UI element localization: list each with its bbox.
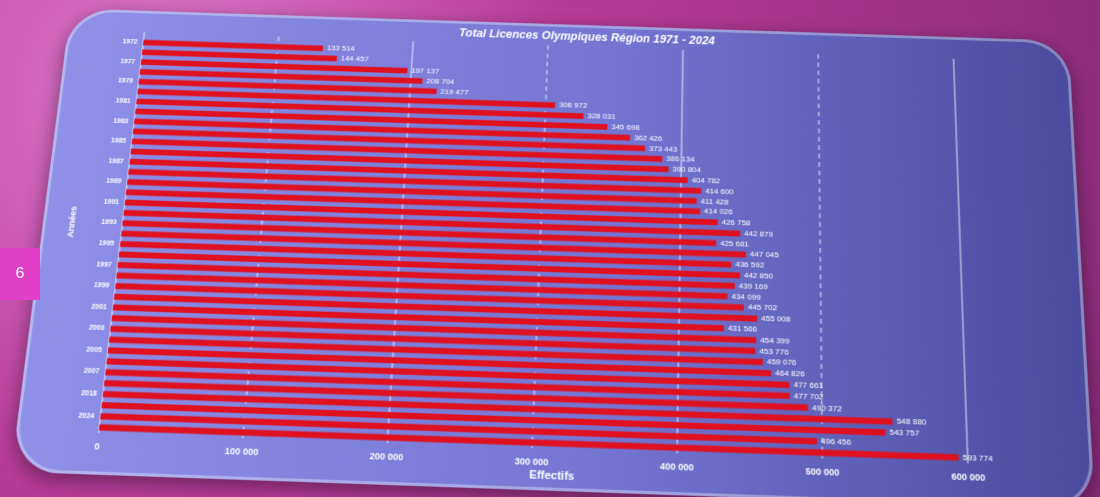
- bar: [142, 50, 337, 62]
- y-tick-label: 1983: [113, 118, 129, 125]
- data-label: 373 443: [649, 144, 677, 154]
- y-tick-label: 1995: [98, 240, 115, 248]
- y-tick-label: 1997: [96, 261, 113, 269]
- y-tick-label: 1985: [110, 138, 126, 145]
- data-label: 345 698: [611, 122, 639, 132]
- data-label: 543 757: [889, 427, 919, 438]
- data-label: 442 879: [744, 229, 773, 239]
- x-tick-label: 0: [94, 441, 101, 452]
- data-label: 593 774: [963, 452, 994, 463]
- y-tick-label: 1979: [117, 78, 133, 85]
- data-label: 548 880: [897, 417, 927, 428]
- data-label: 404 782: [692, 176, 721, 186]
- y-tick-label: 1989: [106, 178, 122, 185]
- x-tick-label: 600 000: [951, 471, 985, 483]
- y-tick-label: 1977: [120, 58, 136, 65]
- page-number: 6: [0, 248, 40, 300]
- chart-title: Total Licences Olympiques Région 1971 - …: [459, 27, 716, 47]
- y-tick-label: 2001: [91, 303, 108, 311]
- data-label: 459 076: [767, 357, 796, 367]
- x-axis-label: Effectifs: [529, 469, 575, 484]
- data-label: 426 758: [722, 218, 751, 228]
- x-tick-label: 100 000: [224, 446, 259, 458]
- data-label: 447 045: [750, 250, 779, 260]
- data-label: 197 137: [411, 66, 439, 75]
- data-label: 328 031: [587, 112, 615, 122]
- y-tick-label: 2003: [88, 325, 105, 333]
- y-tick-label: 1981: [115, 98, 131, 105]
- y-axis-label: Années: [65, 206, 79, 238]
- data-label: 390 804: [672, 165, 701, 175]
- y-tick-label: 2018: [80, 390, 97, 398]
- data-label: 455 008: [761, 314, 790, 324]
- y-tick-label: 2024: [78, 412, 95, 420]
- y-tick-label: 1993: [101, 219, 117, 226]
- chart: Total Licences Olympiques Région 1971 - …: [11, 8, 1095, 497]
- data-label: 477 702: [794, 391, 824, 402]
- data-label: 386 134: [666, 154, 695, 164]
- data-label: 414 600: [705, 186, 734, 196]
- data-label: 306 972: [559, 101, 587, 110]
- data-label: 414 026: [704, 207, 733, 217]
- data-label: 454 399: [760, 335, 789, 345]
- data-label: 477 661: [794, 380, 824, 390]
- x-tick-label: 300 000: [514, 456, 548, 468]
- data-label: 496 456: [821, 436, 851, 447]
- data-label: 439 169: [739, 281, 768, 291]
- x-tick-label: 400 000: [660, 461, 694, 473]
- data-label: 442 850: [744, 271, 773, 281]
- data-label: 490 372: [812, 403, 842, 414]
- x-tick-label: 500 000: [806, 466, 840, 478]
- data-label: 431 566: [728, 323, 757, 333]
- data-label: 434 099: [732, 291, 761, 301]
- data-label: 411 428: [701, 196, 729, 206]
- x-tick-label: 200 000: [369, 451, 403, 463]
- bar: [143, 40, 323, 51]
- data-label: 144 457: [340, 54, 368, 63]
- chart-panel: Total Licences Olympiques Région 1971 - …: [11, 8, 1095, 497]
- y-tick-label: 2007: [83, 368, 100, 376]
- data-label: 453 776: [759, 346, 788, 356]
- y-tick-label: 1991: [103, 199, 119, 206]
- y-tick-label: 1972: [122, 39, 138, 46]
- data-label: 425 681: [720, 238, 749, 248]
- data-label: 208 704: [426, 77, 455, 86]
- data-label: 219 477: [440, 87, 468, 96]
- y-tick-label: 2005: [86, 346, 103, 354]
- data-label: 362 426: [634, 133, 662, 143]
- y-tick-label: 1987: [108, 158, 124, 165]
- data-label: 464 826: [775, 368, 805, 378]
- y-tick-label: 1999: [93, 282, 110, 290]
- data-label: 436 592: [735, 260, 764, 270]
- data-label: 445 702: [748, 303, 777, 313]
- data-label: 133 514: [326, 44, 355, 53]
- grid-line: [954, 59, 968, 464]
